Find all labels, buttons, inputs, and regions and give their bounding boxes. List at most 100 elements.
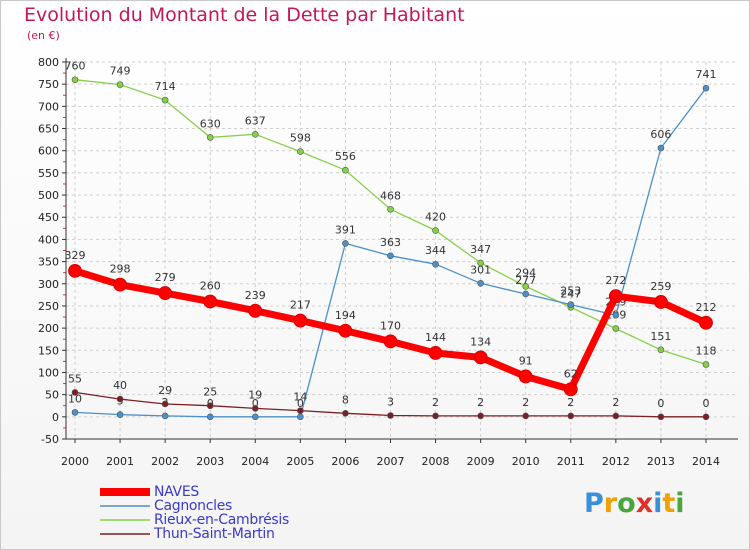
legend: NAVES Cagnoncles Rieux-en-Cambrésis Thun… xyxy=(100,484,400,542)
legend-label: Cagnoncles xyxy=(154,498,233,514)
data-point xyxy=(522,283,530,290)
data-point xyxy=(567,301,575,308)
y-tick-label: 750 xyxy=(38,78,59,91)
y-tick-label: 700 xyxy=(38,100,59,113)
data-point xyxy=(161,400,169,408)
x-tick-label: 2007 xyxy=(376,455,404,468)
data-label: 468 xyxy=(380,189,401,202)
data-label: 279 xyxy=(155,271,176,284)
data-label: 10 xyxy=(68,392,82,405)
data-label: 329 xyxy=(65,249,86,262)
data-point xyxy=(293,313,308,328)
data-label: 19 xyxy=(248,388,262,401)
data-label: 194 xyxy=(335,309,356,322)
data-label: 0 xyxy=(297,397,304,410)
data-point xyxy=(612,325,620,332)
data-label: 301 xyxy=(470,263,491,276)
data-point xyxy=(387,412,394,419)
data-label: 2 xyxy=(432,396,439,409)
data-point xyxy=(432,412,439,420)
data-point xyxy=(608,289,623,304)
legend-item-cagnoncles[interactable]: Cagnoncles xyxy=(100,498,400,514)
data-point xyxy=(702,413,710,421)
legend-item-thun[interactable]: Thun-Saint-Martin xyxy=(100,526,400,542)
y-tick-label: 800 xyxy=(38,56,59,69)
data-label: 40 xyxy=(113,379,127,392)
y-tick-label: 500 xyxy=(38,189,59,202)
data-label: 363 xyxy=(380,236,401,249)
data-point xyxy=(297,407,304,414)
x-tick-label: 2011 xyxy=(557,455,585,468)
data-label: 556 xyxy=(335,150,356,163)
data-label: 25 xyxy=(203,386,217,399)
chart-title: Evolution du Montant de la Dette par Hab… xyxy=(24,4,465,26)
data-label: 170 xyxy=(380,319,401,332)
data-label: 118 xyxy=(695,344,716,357)
x-tick-label: 2006 xyxy=(331,455,359,468)
x-tick-label: 2001 xyxy=(106,455,134,468)
data-label: 2 xyxy=(567,396,574,409)
data-point xyxy=(387,205,394,213)
y-tick-label: 550 xyxy=(38,167,59,180)
data-label: 598 xyxy=(290,132,311,145)
legend-item-naves[interactable]: NAVES xyxy=(100,484,400,500)
data-label: 0 xyxy=(252,397,259,410)
data-label: 217 xyxy=(290,299,311,312)
data-point xyxy=(699,315,713,330)
data-point xyxy=(71,409,79,416)
y-tick-label: 300 xyxy=(38,278,59,291)
data-label: 151 xyxy=(650,330,671,343)
data-point xyxy=(563,382,578,397)
data-point xyxy=(206,413,214,421)
data-point xyxy=(654,295,668,309)
data-label: 760 xyxy=(65,60,86,73)
data-label: 741 xyxy=(695,68,716,81)
data-label: 344 xyxy=(425,244,446,257)
y-tick-label: 450 xyxy=(38,211,59,224)
data-label: 14 xyxy=(293,391,307,404)
data-point xyxy=(161,412,169,420)
data-point xyxy=(116,411,124,418)
x-tick-label: 2003 xyxy=(196,455,224,468)
data-label: 630 xyxy=(200,117,221,130)
data-label: 212 xyxy=(695,301,716,314)
legend-label: Rieux-en-Cambrésis xyxy=(154,512,289,528)
data-point xyxy=(251,413,259,421)
data-point xyxy=(342,166,349,174)
data-point xyxy=(657,144,665,152)
x-tick-label: 2000 xyxy=(61,455,89,468)
data-point xyxy=(203,294,218,309)
proxiti-logo: Proxiti xyxy=(584,488,685,519)
data-point xyxy=(657,346,665,354)
data-point xyxy=(206,134,214,141)
data-label: 714 xyxy=(155,80,176,93)
y-tick-label: 250 xyxy=(38,300,59,313)
data-label: 144 xyxy=(425,331,446,344)
data-label: 253 xyxy=(560,285,581,298)
legend-item-rieux[interactable]: Rieux-en-Cambrésis xyxy=(100,512,400,528)
y-tick-label: 150 xyxy=(38,344,59,357)
data-point xyxy=(518,369,533,384)
data-label: 259 xyxy=(650,280,671,293)
data-label: 2 xyxy=(522,396,529,409)
data-label: 0 xyxy=(702,397,709,410)
data-point xyxy=(702,361,710,368)
x-tick-label: 2008 xyxy=(422,455,450,468)
data-label: 62 xyxy=(564,367,578,380)
data-point xyxy=(113,277,127,292)
legend-label: NAVES xyxy=(154,484,199,500)
x-tick-label: 2013 xyxy=(647,455,675,468)
data-point xyxy=(477,412,484,420)
data-label: 239 xyxy=(245,289,266,302)
data-point xyxy=(567,412,575,420)
data-label: 391 xyxy=(335,223,356,236)
data-point xyxy=(342,240,349,247)
data-point xyxy=(251,130,259,138)
x-tick-label: 2005 xyxy=(286,455,314,468)
data-label: 606 xyxy=(650,128,671,141)
y-tick-label: 200 xyxy=(38,322,59,335)
y-tick-label: 0 xyxy=(52,411,59,424)
data-point xyxy=(116,81,124,88)
